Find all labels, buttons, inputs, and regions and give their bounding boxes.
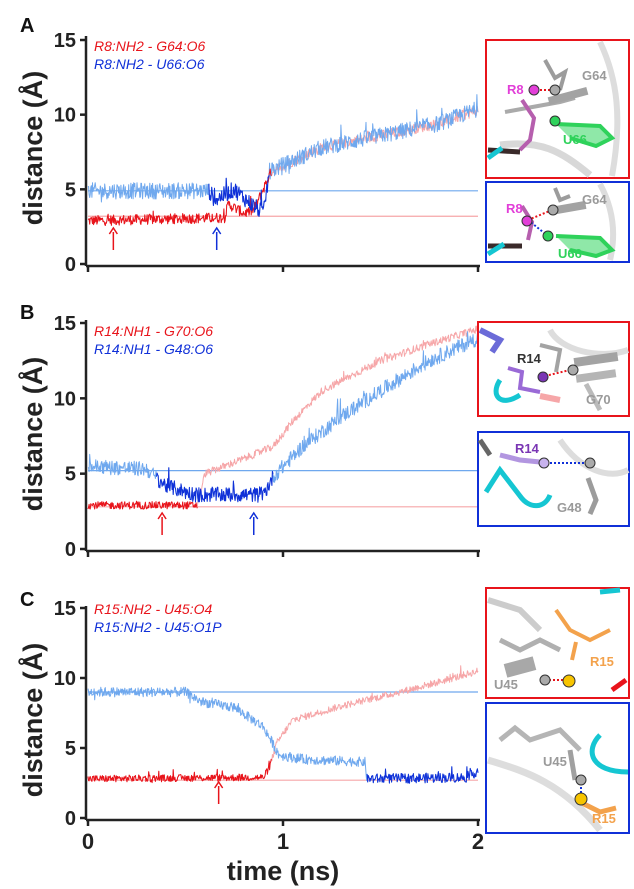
- inset-a-bottom-label-1: G64: [582, 192, 607, 207]
- inset-c-top-residue: R15: [590, 654, 614, 669]
- inset-a-bottom: R8 G64 U66: [485, 181, 630, 263]
- series-line-light: [87, 94, 479, 217]
- panel-letter-b: B: [20, 302, 34, 324]
- inset-c-bottom: R15 U45: [485, 702, 630, 834]
- plot-area-a: [87, 94, 479, 250]
- inset-a-bottom-label-2: U66: [558, 246, 582, 261]
- event-arrow: [214, 780, 224, 804]
- panel-letter-a: A: [20, 15, 34, 37]
- series-line-light: [87, 686, 479, 784]
- y-tick-label: 0: [65, 808, 76, 830]
- inset-b-top: R14 G70: [477, 321, 630, 417]
- series-line-dark: [208, 174, 270, 217]
- event-arrow: [212, 226, 222, 250]
- legend-c-blue: R15:NH2 - U45:O1P: [94, 619, 222, 635]
- inset-a-top-label-1: G64: [582, 68, 607, 83]
- series-line-dark: [87, 758, 272, 784]
- series-line-dark: [156, 467, 274, 503]
- event-arrow: [249, 511, 259, 535]
- inset-b-bottom-residue: R14: [515, 441, 540, 456]
- event-arrow: [157, 511, 167, 535]
- inset-c-bottom-label-1: U45: [543, 754, 567, 769]
- y-tick-label: 10: [54, 388, 76, 410]
- y-tick-label: 0: [65, 254, 76, 276]
- inset-b-bottom-label-1: G48: [557, 500, 582, 515]
- y-tick-label: 15: [54, 598, 76, 620]
- y-ticks-a: 0 5 10 15: [54, 30, 86, 276]
- y-tick-label: 15: [54, 313, 76, 335]
- x-tick-label: 1: [277, 829, 289, 854]
- legend-a-blue: R8:NH2 - U66:O6: [94, 56, 205, 72]
- y-tick-label: 10: [54, 105, 76, 127]
- panel-c: C distance (Å) 0 5 10 15 R15:NH2 - U45:O4 R…: [17, 587, 630, 834]
- inset-b-top-label-1: G70: [586, 392, 611, 407]
- x-ticks: 0 1 2: [82, 266, 484, 854]
- inset-a-top: R8 G64 U66: [485, 39, 630, 179]
- series-line-dark: [87, 168, 272, 226]
- inset-a-bottom-residue: R8: [506, 201, 523, 216]
- series-line-dark: [87, 500, 198, 510]
- plot-area-b: [87, 325, 479, 535]
- y-ticks-c: 0 5 10 15: [54, 598, 86, 830]
- y-axis-label-c: distance (Å): [17, 643, 48, 798]
- legend-b-red: R14:NH1 - G70:O6: [94, 323, 213, 339]
- series-line-light: [87, 665, 479, 784]
- inset-b-bottom: R14 G48: [477, 431, 630, 527]
- y-axis-label-a: distance (Å): [17, 71, 48, 226]
- y-tick-label: 0: [65, 539, 76, 561]
- inset-c-top: R15 U45: [485, 587, 630, 699]
- series-line-light: [87, 331, 479, 503]
- y-tick-label: 15: [54, 30, 76, 52]
- inset-a-top-residue: R8: [507, 82, 524, 97]
- panel-letter-c: C: [20, 589, 34, 611]
- y-tick-label: 10: [54, 668, 76, 690]
- y-tick-label: 5: [65, 738, 76, 760]
- legend-a-red: R8:NH2 - G64:O6: [94, 38, 205, 54]
- y-tick-label: 5: [65, 179, 76, 201]
- x-tick-label: 0: [82, 829, 94, 854]
- panel-b: B distance (Å) 0 5 10 15 R14:NH1 - G70:O6 R…: [17, 302, 630, 561]
- y-ticks-b: 0 5 10 15: [54, 313, 86, 561]
- event-arrow: [108, 226, 118, 250]
- inset-b-top-residue: R14: [517, 351, 542, 366]
- series-line-dark: [366, 766, 479, 784]
- plot-area-c: [87, 665, 479, 804]
- y-tick-label: 5: [65, 464, 76, 486]
- y-axis-label-b: distance (Å): [17, 357, 48, 512]
- x-tick-label: 2: [472, 829, 484, 854]
- legend-c-red: R15:NH2 - U45:O4: [94, 601, 212, 617]
- inset-a-top-label-2: U66: [563, 132, 587, 147]
- legend-b-blue: R14:NH1 - G48:O6: [94, 341, 213, 357]
- inset-c-bottom-residue: R15: [592, 811, 616, 826]
- panel-a: A distance (Å) 0 5 10 15 R8:NH2 - G64:O6 R8…: [17, 15, 630, 276]
- inset-c-top-label-1: U45: [494, 677, 518, 692]
- x-axis-label: time (ns): [227, 856, 340, 886]
